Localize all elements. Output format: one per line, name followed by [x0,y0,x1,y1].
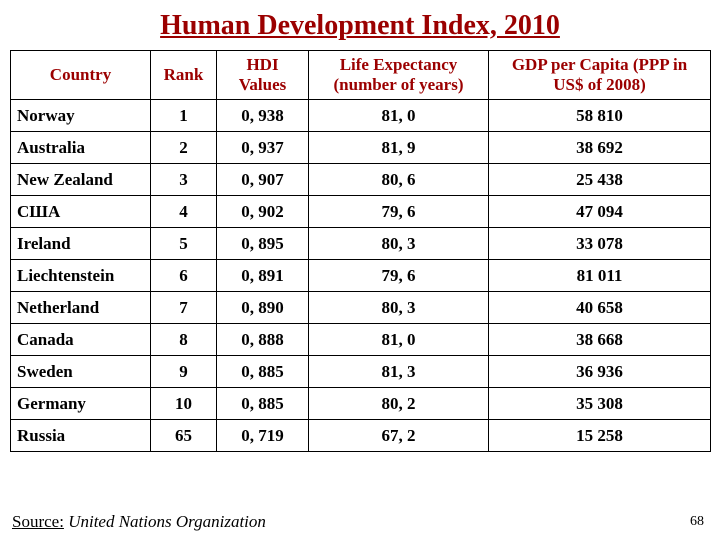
table-header-row: Country Rank HDI Values Life Expectancy … [11,51,711,100]
cell-country: Australia [11,132,151,164]
table-row: Sweden90, 88581, 336 936 [11,356,711,388]
col-header-gdp: GDP per Capita (PPP in US$ of 2008) [489,51,711,100]
cell-hdi: 0, 719 [217,420,309,452]
cell-rank: 8 [151,324,217,356]
cell-life: 81, 3 [309,356,489,388]
col-header-rank: Rank [151,51,217,100]
cell-country: New Zealand [11,164,151,196]
cell-hdi: 0, 902 [217,196,309,228]
table-row: Liechtenstein60, 89179, 681 011 [11,260,711,292]
table-row: США40, 90279, 647 094 [11,196,711,228]
cell-hdi: 0, 937 [217,132,309,164]
cell-country: Germany [11,388,151,420]
cell-rank: 2 [151,132,217,164]
cell-country: Ireland [11,228,151,260]
page-number: 68 [690,514,704,530]
cell-gdp: 15 258 [489,420,711,452]
table-body: Norway10, 93881, 058 810Australia20, 937… [11,100,711,452]
table-row: Ireland50, 89580, 333 078 [11,228,711,260]
cell-life: 81, 9 [309,132,489,164]
cell-gdp: 40 658 [489,292,711,324]
cell-country: Russia [11,420,151,452]
col-header-country: Country [11,51,151,100]
table-row: Russia650, 71967, 215 258 [11,420,711,452]
cell-hdi: 0, 938 [217,100,309,132]
cell-life: 79, 6 [309,260,489,292]
cell-country: Sweden [11,356,151,388]
source-footer: Source: United Nations Organization [12,512,266,532]
hdi-table: Country Rank HDI Values Life Expectancy … [10,50,711,452]
source-value: United Nations Organization [68,512,266,531]
cell-life: 80, 2 [309,388,489,420]
cell-rank: 1 [151,100,217,132]
cell-hdi: 0, 890 [217,292,309,324]
cell-country: США [11,196,151,228]
cell-life: 81, 0 [309,100,489,132]
cell-life: 80, 6 [309,164,489,196]
cell-life: 81, 0 [309,324,489,356]
col-header-hdi: HDI Values [217,51,309,100]
table-row: Canada80, 88881, 038 668 [11,324,711,356]
cell-rank: 9 [151,356,217,388]
table-row: New Zealand30, 90780, 625 438 [11,164,711,196]
cell-country: Liechtenstein [11,260,151,292]
table-row: Germany100, 88580, 235 308 [11,388,711,420]
page-title: Human Development Index, 2010 [0,0,720,50]
cell-country: Norway [11,100,151,132]
cell-gdp: 38 692 [489,132,711,164]
cell-life: 80, 3 [309,292,489,324]
cell-gdp: 33 078 [489,228,711,260]
cell-gdp: 81 011 [489,260,711,292]
cell-country: Netherland [11,292,151,324]
cell-rank: 65 [151,420,217,452]
cell-life: 80, 3 [309,228,489,260]
cell-rank: 7 [151,292,217,324]
source-label: Source: [12,512,64,531]
cell-gdp: 35 308 [489,388,711,420]
cell-gdp: 58 810 [489,100,711,132]
col-header-life: Life Expectancy (number of years) [309,51,489,100]
table-row: Netherland70, 89080, 340 658 [11,292,711,324]
table-row: Norway10, 93881, 058 810 [11,100,711,132]
cell-gdp: 47 094 [489,196,711,228]
cell-hdi: 0, 885 [217,356,309,388]
cell-life: 79, 6 [309,196,489,228]
cell-rank: 3 [151,164,217,196]
table-row: Australia20, 93781, 938 692 [11,132,711,164]
cell-hdi: 0, 891 [217,260,309,292]
cell-gdp: 38 668 [489,324,711,356]
cell-hdi: 0, 888 [217,324,309,356]
cell-hdi: 0, 907 [217,164,309,196]
cell-hdi: 0, 885 [217,388,309,420]
cell-hdi: 0, 895 [217,228,309,260]
cell-rank: 5 [151,228,217,260]
cell-gdp: 36 936 [489,356,711,388]
cell-rank: 10 [151,388,217,420]
cell-country: Canada [11,324,151,356]
cell-rank: 6 [151,260,217,292]
cell-gdp: 25 438 [489,164,711,196]
cell-life: 67, 2 [309,420,489,452]
cell-rank: 4 [151,196,217,228]
